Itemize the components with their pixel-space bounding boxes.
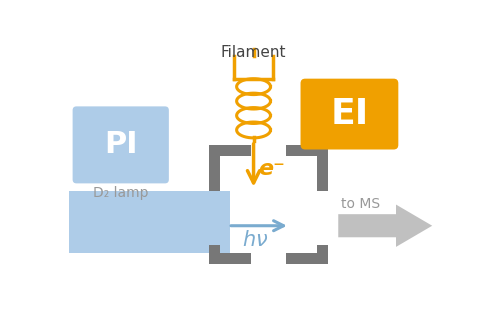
Bar: [318, 245, 328, 264]
Polygon shape: [338, 205, 432, 247]
Text: D₂ lamp: D₂ lamp: [93, 186, 148, 201]
Text: PI: PI: [104, 130, 137, 159]
Bar: [286, 145, 328, 156]
Bar: [209, 253, 251, 264]
Bar: [209, 145, 251, 156]
Text: EI: EI: [330, 97, 369, 131]
Bar: [318, 156, 328, 191]
FancyBboxPatch shape: [73, 106, 169, 183]
Text: $h\nu$: $h\nu$: [242, 230, 268, 250]
Bar: [209, 245, 219, 264]
Bar: [209, 156, 219, 191]
Text: Filament: Filament: [221, 45, 286, 60]
Text: to MS: to MS: [341, 197, 380, 211]
Text: e⁻: e⁻: [258, 159, 285, 179]
FancyBboxPatch shape: [300, 79, 398, 150]
Bar: [69, 191, 230, 253]
Bar: [286, 253, 328, 264]
